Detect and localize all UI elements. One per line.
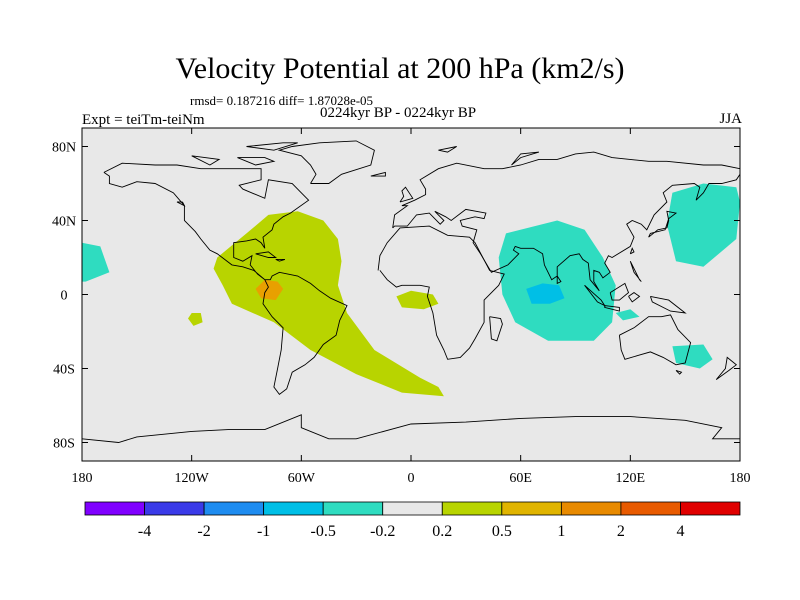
coastline-24 (237, 157, 276, 166)
coastline-28 (511, 151, 540, 166)
coastline-22 (176, 201, 186, 207)
colorbar-swatch (501, 501, 562, 516)
coastline-8 (618, 314, 692, 366)
coastline-14 (628, 292, 641, 303)
colorbar-swatch (144, 501, 205, 516)
colorbar-label: -1 (257, 523, 270, 540)
coastline-4 (392, 174, 740, 292)
coastline-21 (275, 258, 286, 262)
colorbar-swatch (560, 501, 622, 516)
colorbar-label: 0.2 (432, 523, 452, 540)
coastlines (82, 140, 740, 443)
coastline-6 (370, 171, 386, 177)
x-tick-label: 0 (408, 471, 415, 486)
region-indian-ocean-core (526, 283, 565, 304)
x-tick-label: 180 (72, 471, 93, 486)
colorbar-label: 2 (617, 523, 625, 540)
y-tick-label: 40N (52, 215, 76, 230)
coastline-20 (255, 251, 278, 258)
region-colombia-positive-core (255, 279, 284, 301)
colorbar-label: -0.5 (311, 523, 336, 540)
region-pacific-negative-northeast (666, 183, 740, 267)
coastline-0 (103, 162, 348, 396)
coastline-1 (277, 140, 375, 184)
coastline-19 (556, 275, 562, 285)
coastline-25 (191, 155, 221, 166)
region-pacific-negative-west (82, 242, 110, 282)
y-tick-label: 80N (52, 141, 76, 156)
period-label: 0224kyr BP - 0224kyr BP (320, 105, 477, 121)
coastline-5 (399, 186, 414, 203)
y-tick-label: 80S (53, 437, 75, 452)
coastline-2 (377, 225, 505, 360)
coastline-16 (648, 210, 678, 238)
colorbar-swatch (322, 501, 384, 516)
coastline-10 (715, 356, 738, 380)
coastline-23 (82, 414, 740, 443)
colorbar-swatch (680, 501, 741, 516)
region-pacific-positive (188, 313, 203, 326)
axis-ticks: 180 120W 60W 0 60E 120E 180 80N 40N 0 40S 80S (52, 128, 751, 486)
experiment-label: Expt = teiTm-teiNm (82, 112, 205, 128)
colorbar-swatch (441, 501, 503, 516)
coastline-18 (629, 260, 642, 282)
coastline-26 (246, 142, 298, 151)
coastline-9 (675, 369, 683, 375)
colorbar-swatch (263, 501, 324, 516)
region-australia-negative (672, 344, 713, 369)
colorbar: -4 -2 -1 -0.5 -0.2 0.2 0.5 1 2 4 (84, 501, 741, 540)
coastline-12 (604, 305, 620, 312)
x-tick-label: 120W (175, 471, 210, 486)
x-tick-label: 60W (288, 471, 316, 486)
rmsd-label: rmsd= 0.187216 diff= 1.87028e-05 (190, 93, 374, 108)
coastline-3 (392, 151, 740, 228)
x-tick-label: 120E (616, 471, 646, 486)
region-java-negative (615, 309, 640, 321)
colorbar-label: 4 (676, 523, 684, 540)
x-tick-label: 180 (730, 471, 751, 486)
season-label: JJA (719, 111, 742, 127)
coastline-13 (609, 282, 630, 301)
x-tick-label: 60E (509, 471, 532, 486)
colorbar-label: 0.5 (492, 523, 512, 540)
colorbar-label: 1 (557, 523, 565, 540)
plot-title: Velocity Potential at 200 hPa (km2/s) (175, 52, 625, 85)
colorbar-label: -4 (138, 523, 151, 540)
colorbar-swatch (203, 501, 265, 516)
y-tick-label: 0 (61, 289, 68, 304)
coastline-27 (438, 146, 457, 153)
colorbar-swatch (84, 501, 145, 516)
coastline-17 (629, 247, 635, 255)
colorbar-label: -2 (197, 523, 210, 540)
coastline-7 (489, 316, 503, 342)
colorbar-swatch (382, 501, 443, 516)
y-tick-label: 40S (53, 363, 75, 378)
coastline-15 (649, 295, 687, 314)
colorbar-label: -0.2 (370, 523, 395, 540)
colorbar-swatch (620, 501, 681, 516)
